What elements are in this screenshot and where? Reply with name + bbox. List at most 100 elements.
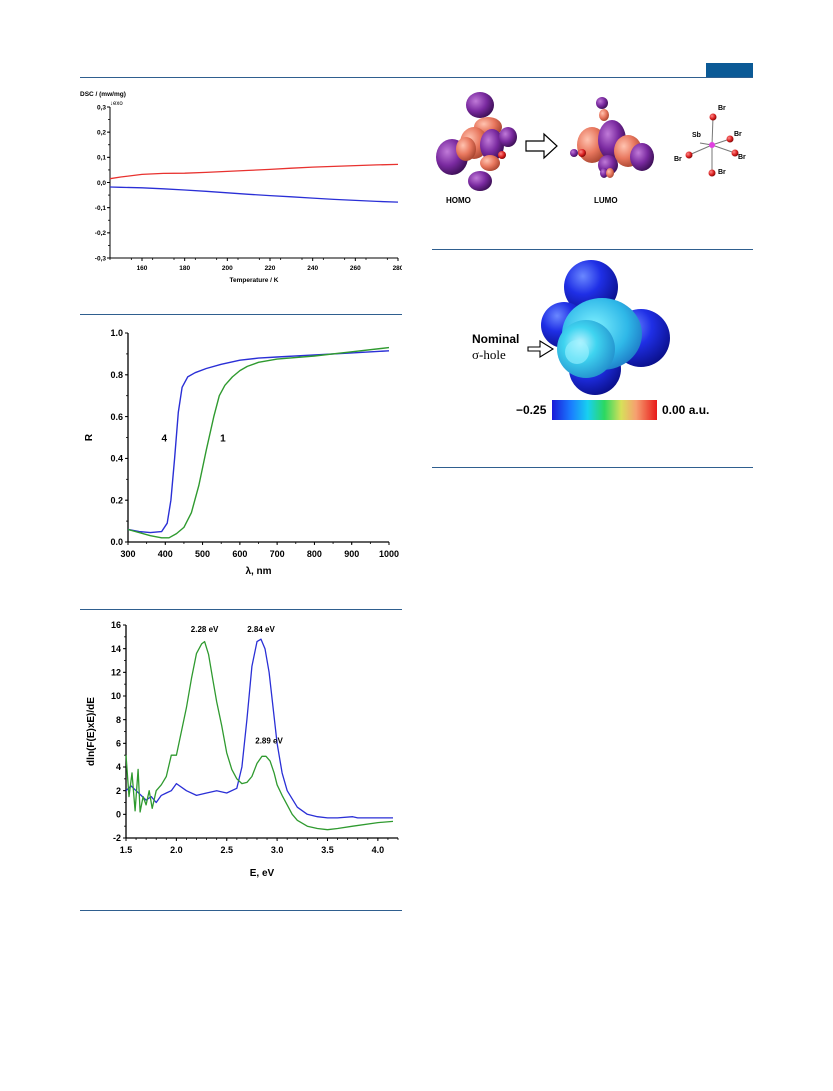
- series-line-0: [127, 350, 390, 534]
- br-atom: [709, 113, 717, 121]
- y-tick-label: 0.2: [110, 495, 123, 505]
- x-tick-label: 200: [222, 265, 233, 272]
- x-tick-label: 600: [232, 549, 247, 559]
- x-tick-label: 3.0: [271, 845, 284, 855]
- y-tick-label: 0: [116, 809, 121, 819]
- series-line-1: [127, 346, 390, 539]
- x-axis-label: Temperature / K: [229, 277, 278, 284]
- br-label-right-upper: Br: [734, 131, 742, 138]
- homo-orbital: [436, 92, 517, 191]
- reflectance-figure-rule: [80, 609, 402, 610]
- y-tick-label: 0.8: [110, 370, 123, 380]
- scale-min-label: −0.25: [516, 403, 547, 417]
- br-label-left: Br: [674, 156, 682, 163]
- x-tick-label: 500: [195, 549, 210, 559]
- scale-max-label: 0.00 a.u.: [662, 403, 710, 417]
- peak-label-2-89: 2.89 eV: [255, 736, 283, 745]
- x-tick-label: 2.5: [220, 845, 233, 855]
- y-tick-label: -0,3: [95, 255, 107, 262]
- series-label-4: 4: [162, 434, 168, 445]
- sigma-hole-label: σ-hole: [472, 347, 506, 362]
- br-atom: [708, 169, 716, 177]
- reflectance-chart: 300 400 500 600 700 800 900 1000 0.0 0.2 0.4 0.6 0.8…: [84, 328, 399, 577]
- y-tick-label: 0,2: [97, 129, 106, 136]
- esp-drawing: [527, 260, 670, 420]
- y-axis-label: DSC / (mw/mg): [80, 91, 126, 98]
- dsc-figure: 160 180 200 220 240 260 280 0,3 0,2 0,1 0,0 -0,1 -0,…: [80, 85, 404, 290]
- plot-area: [128, 333, 389, 542]
- esp-molecule: [541, 260, 670, 395]
- esp-figure: Nominal σ-hole −0.25 0.00 a.u.: [432, 252, 754, 452]
- x-axis-label: λ, nm: [245, 566, 271, 577]
- x-tick-label: 240: [307, 265, 318, 272]
- series-line-1: [109, 186, 399, 203]
- y-tick-label: -0,1: [95, 205, 107, 212]
- x-tick-label: 800: [307, 549, 322, 559]
- x-tick-label: 280: [393, 265, 402, 272]
- x-tick-label: 2.0: [170, 845, 183, 855]
- derivative-figure-rule: [80, 910, 402, 911]
- exo-annotation: ↓exo: [110, 101, 123, 107]
- derivative-chart: 1.5 2.0 2.5 3.0 3.5 4.0 16 14 12 10 8 6 4 2 0 -2 E, eV dl…: [86, 620, 399, 879]
- y-tick-label: 0.6: [110, 412, 123, 422]
- y-tick-label: 0.4: [110, 454, 123, 464]
- y-axis-label: dln(F(E)xE)/dE: [86, 697, 97, 766]
- y-tick-label: 12: [111, 667, 121, 677]
- x-tick-label: 1.5: [120, 845, 133, 855]
- y-tick-label: 2: [116, 786, 121, 796]
- x-tick-label: 1000: [379, 549, 399, 559]
- derivative-figure: 1.5 2.0 2.5 3.0 3.5 4.0 16 14 12 10 8 6 4 2 0 -2 E, eV dl…: [80, 615, 402, 887]
- lumo-orbital: [570, 97, 654, 178]
- series-label-1: 1: [220, 434, 226, 445]
- lumo-label: LUMO: [594, 196, 618, 205]
- y-tick-label: 16: [111, 620, 121, 630]
- dsc-chart: 160 180 200 220 240 260 280 0,3 0,2 0,1 0,0 -0,1 -0,…: [80, 91, 404, 284]
- sbbr6-structure: [685, 113, 739, 177]
- y-tick-label: 0,1: [97, 155, 106, 162]
- reflectance-figure: 300 400 500 600 700 800 900 1000 0.0 0.2 0.4 0.6 0.8…: [80, 322, 402, 584]
- transition-arrow: [525, 132, 558, 160]
- orbitals-figure: HOMO LUMO Sb Br Br Br Br Br: [432, 85, 754, 225]
- header-tab: [706, 63, 753, 77]
- orbitals-figure-rule: [432, 249, 753, 250]
- x-tick-label: 400: [158, 549, 173, 559]
- peak-label-2-84: 2.84 eV: [247, 625, 275, 634]
- plot-area: [110, 107, 398, 258]
- br-label-bottom: Br: [718, 169, 726, 176]
- x-tick-label: 3.5: [321, 845, 334, 855]
- br-atom: [731, 149, 739, 157]
- br-label-right-lower: Br: [738, 154, 746, 161]
- br-label-top: Br: [718, 105, 726, 112]
- y-tick-label: -0,2: [95, 230, 107, 237]
- x-tick-label: 4.0: [372, 845, 385, 855]
- x-tick-label: 220: [265, 265, 276, 272]
- x-tick-label: 260: [350, 265, 361, 272]
- y-tick-label: 14: [111, 644, 121, 654]
- y-tick-label: 4: [116, 762, 121, 772]
- series-line-1: [125, 640, 394, 831]
- dsc-figure-rule: [80, 314, 402, 315]
- homo-label: HOMO: [446, 196, 471, 205]
- y-axis-label: R: [84, 433, 95, 441]
- sigma-hole-arrow: [527, 340, 555, 358]
- series-line-0: [109, 163, 399, 180]
- y-tick-label: 1.0: [110, 328, 123, 338]
- x-tick-label: 160: [137, 265, 148, 272]
- esp-color-scale: [552, 400, 657, 420]
- y-tick-label: 10: [111, 691, 121, 701]
- y-tick-label: 6: [116, 738, 121, 748]
- x-tick-label: 700: [270, 549, 285, 559]
- plot-area: [126, 625, 398, 838]
- sb-atom: [709, 142, 715, 148]
- series-line-0: [125, 638, 393, 819]
- header-rule: [80, 77, 753, 78]
- x-tick-label: 180: [179, 265, 190, 272]
- y-tick-label: 0,0: [97, 180, 106, 187]
- y-tick-label: 0,3: [97, 104, 106, 111]
- esp-figure-rule: [432, 467, 753, 468]
- peak-label-2-28: 2.28 eV: [191, 625, 219, 634]
- y-tick-label: -2: [113, 833, 121, 843]
- y-tick-label: 0.0: [110, 537, 123, 547]
- x-tick-label: 300: [120, 549, 135, 559]
- orbitals-drawing: [436, 92, 739, 191]
